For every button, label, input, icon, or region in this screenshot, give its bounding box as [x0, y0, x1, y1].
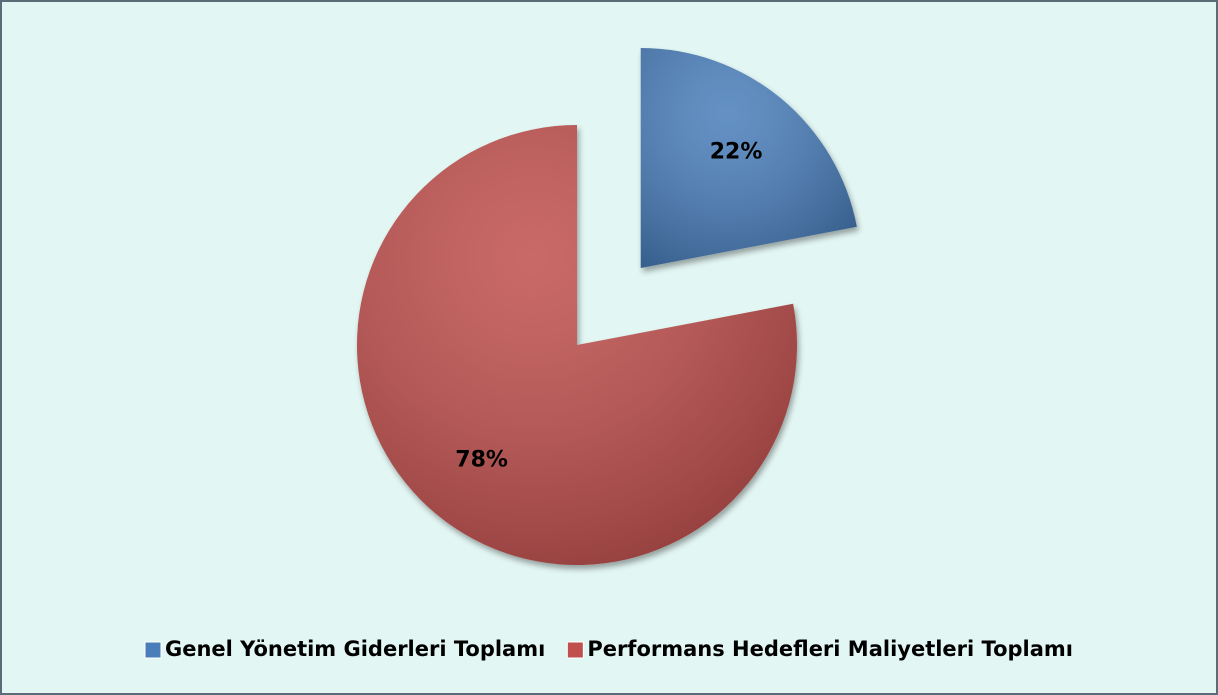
value-label: 78% [455, 447, 508, 472]
slice-shade [357, 124, 798, 566]
value-label: 22% [710, 140, 763, 165]
legend: Genel Yönetim Giderleri Toplamı Performan… [144, 637, 1073, 661]
legend-swatch [144, 641, 162, 659]
pie: 22% 78% [357, 47, 857, 566]
slice-shade [640, 47, 857, 268]
legend-swatch [566, 641, 584, 659]
legend-label: Genel Yönetim Giderleri Toplamı [165, 637, 545, 661]
legend-label: Performans Hedefleri Maliyetleri Toplamı [587, 637, 1073, 661]
